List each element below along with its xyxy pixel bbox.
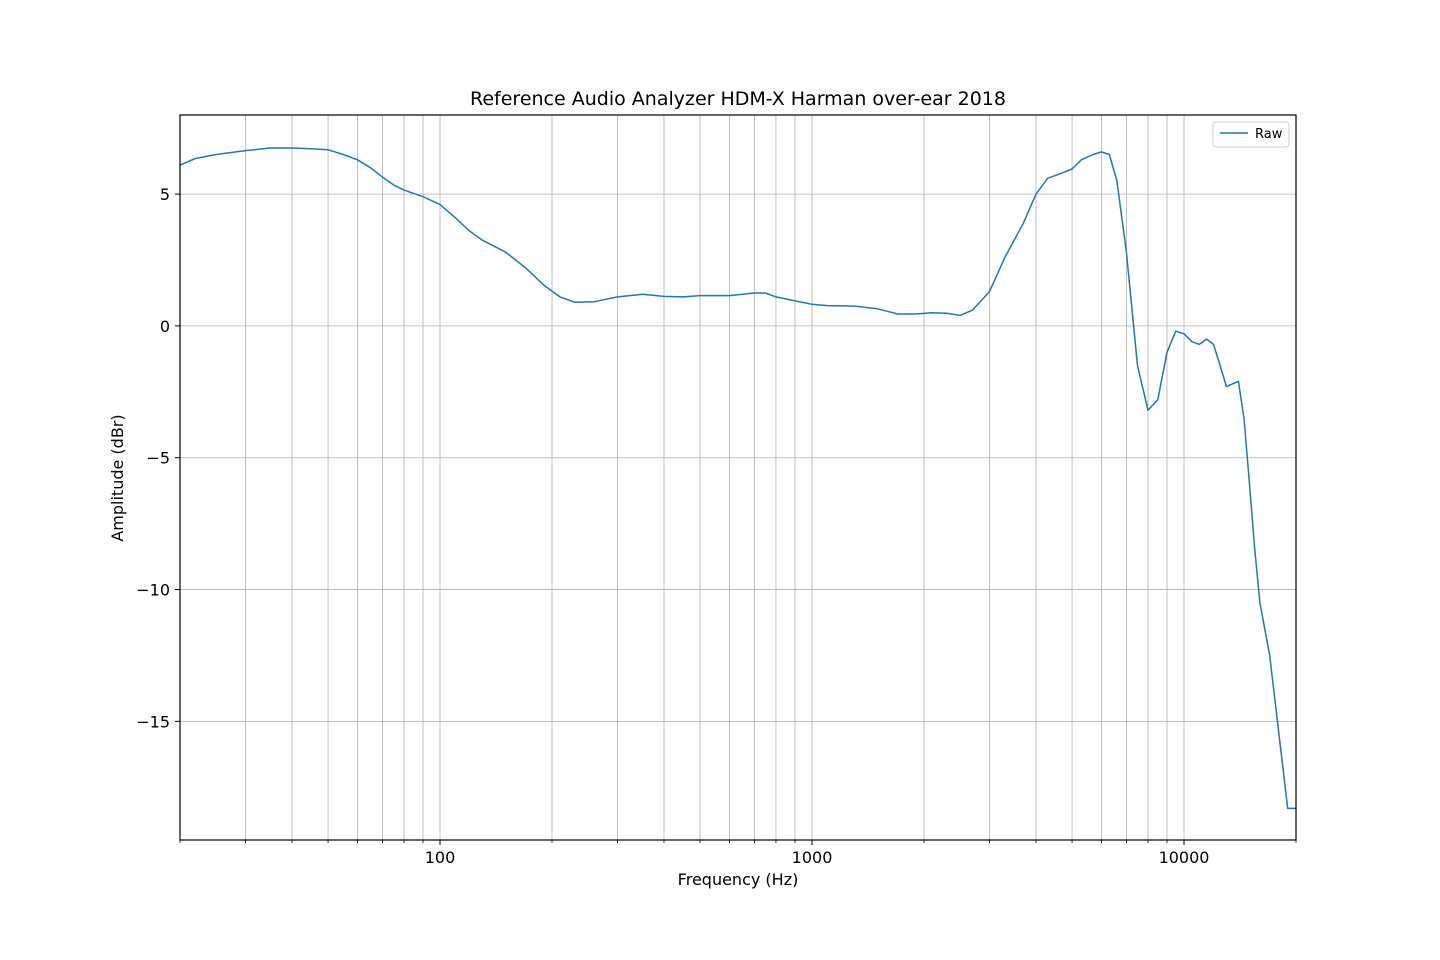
x-tick-label: 100 xyxy=(425,848,456,867)
series-layer xyxy=(179,147,1297,810)
plot-area xyxy=(180,115,1296,840)
grid xyxy=(179,115,1297,840)
y-tick-label: 5 xyxy=(160,185,170,204)
ticks: 100 1000 10000 5 0 −5 −10 −15 xyxy=(136,185,1297,867)
legend-box xyxy=(1212,121,1290,148)
chart-title: Reference Audio Analyzer HDM-X Harman ov… xyxy=(470,88,1006,110)
x-tick-label: 10000 xyxy=(1159,848,1210,867)
y-axis-label: Amplitude (dBr) xyxy=(108,414,127,541)
x-tick-label: 1000 xyxy=(792,848,833,867)
legend: Raw xyxy=(1212,121,1290,148)
series-line-raw xyxy=(179,147,1297,810)
x-axis-label: Frequency (Hz) xyxy=(678,870,799,889)
y-tick-label: −10 xyxy=(136,581,170,600)
y-tick-label: −5 xyxy=(146,449,170,468)
y-tick-label: −15 xyxy=(136,712,170,731)
axes-frame xyxy=(179,114,1297,841)
y-tick-label: 0 xyxy=(160,317,170,336)
legend-label-raw: Raw xyxy=(1255,127,1283,142)
